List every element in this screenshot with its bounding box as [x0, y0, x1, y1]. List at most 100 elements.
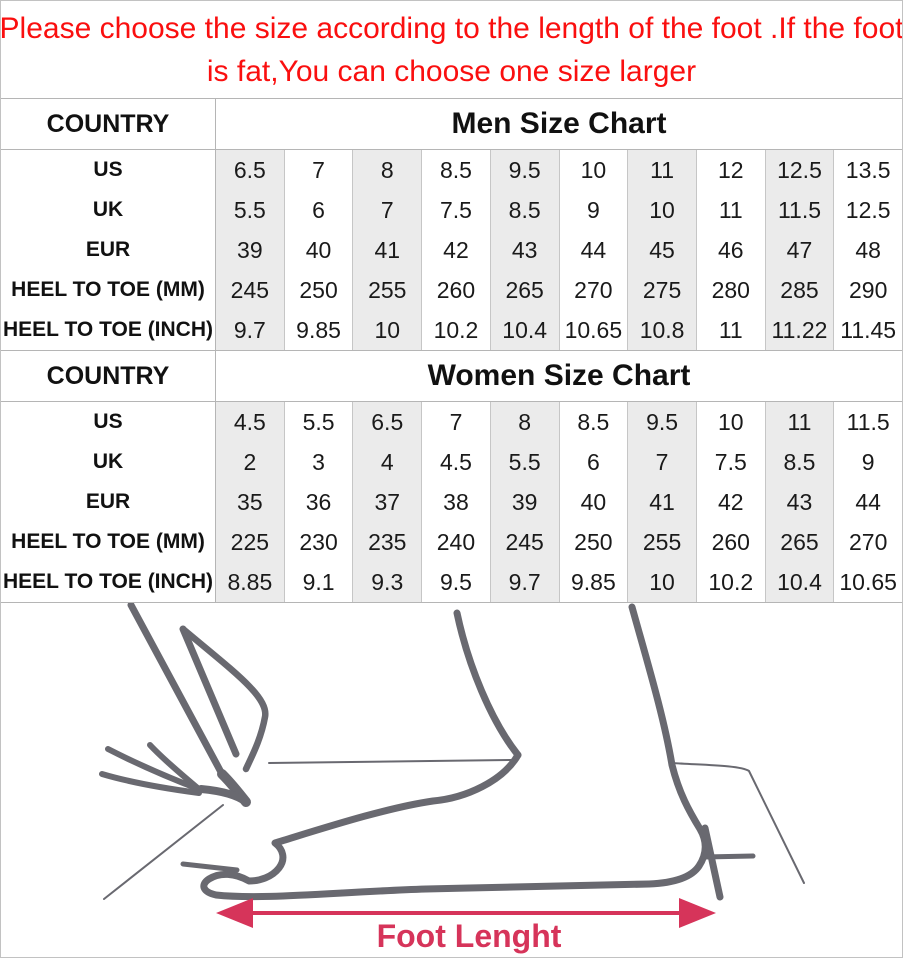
row-label: US	[1, 150, 216, 190]
size-cell: 8	[353, 150, 423, 190]
size-cell: 3	[285, 442, 354, 482]
size-cell: 9.85	[285, 310, 354, 350]
table-row: HEEL TO TOE (MM) 245 250 255 260 265 270 275 280…	[1, 270, 902, 310]
table-body: US 4.5 5.5 6.5 7 8 8.5 9.5 10 11 11.5 UK 2 3 4 4.5 5.5 6 7…	[1, 401, 902, 602]
notice-line-2: is fat,You can choose one size larger	[206, 54, 697, 88]
size-cell: 37	[353, 482, 423, 522]
country-header-cell: COUNTRY	[1, 99, 216, 149]
foot-sketch	[180, 603, 805, 901]
size-cell: 2	[216, 442, 285, 482]
size-cell: 11.22	[765, 310, 835, 350]
size-cell: 255	[628, 522, 697, 562]
size-cell: 11.5	[846, 408, 890, 435]
size-cell: 9.85	[560, 562, 629, 602]
size-cell: 255	[353, 270, 423, 310]
row-label: UK	[1, 190, 216, 230]
size-cell: 6	[285, 190, 354, 230]
size-cell: 260	[697, 522, 766, 562]
row-label: UK	[1, 442, 216, 482]
size-cell: 43	[490, 230, 560, 270]
size-cell: 270	[848, 528, 888, 555]
row-label: HEEL TO TOE (INCH)	[1, 562, 216, 602]
table-header-row: COUNTRY Women Size Chart	[1, 351, 902, 401]
size-cell: 5.5	[490, 442, 560, 482]
size-cell: 6	[560, 442, 629, 482]
size-cell: 9.7	[216, 310, 285, 350]
size-cell: 7.5	[697, 442, 766, 482]
size-cell: 9.7	[490, 562, 560, 602]
size-cell: 280	[697, 270, 766, 310]
size-cell: 245	[490, 522, 560, 562]
size-cell: 38	[422, 482, 491, 522]
size-cell: 4	[353, 442, 423, 482]
size-cell: 10.4	[765, 562, 835, 602]
size-cell: 35	[216, 482, 285, 522]
row-label: HEEL TO TOE (MM)	[1, 270, 216, 310]
size-cell: 6.5	[216, 150, 285, 190]
size-cell: 9.3	[353, 562, 423, 602]
size-cell: 9.5	[490, 150, 560, 190]
hand-pencil-sketch	[99, 603, 269, 900]
arrowhead-right-icon	[679, 898, 716, 928]
figure-caption: Foot Lenght	[377, 918, 562, 954]
size-cell: 39	[490, 482, 560, 522]
size-cell: 10	[628, 190, 697, 230]
row-label: US	[1, 402, 216, 442]
size-cell: 12.5	[765, 150, 835, 190]
size-cell: 11	[697, 190, 766, 230]
size-cell: 8.5	[560, 402, 629, 442]
size-cell: 8.5	[490, 190, 560, 230]
row-label: HEEL TO TOE (MM)	[1, 522, 216, 562]
size-cell: 6.5	[353, 402, 423, 442]
table-header-row: COUNTRY Men Size Chart	[1, 99, 902, 149]
table-row: HEEL TO TOE (INCH) 9.7 9.85 10 10.2 10.4 10.65…	[1, 310, 902, 350]
size-cell: 275	[628, 270, 697, 310]
size-cell: 10.4	[490, 310, 560, 350]
size-cell: 40	[285, 230, 354, 270]
size-cell: 9	[560, 190, 629, 230]
size-cell: 7	[422, 402, 491, 442]
size-cell: 44	[560, 230, 629, 270]
table-row: HEEL TO TOE (MM) 225 230 235 240 245 250 255 260…	[1, 522, 902, 562]
size-cell: 12.5	[845, 196, 891, 223]
size-cell: 10.2	[697, 562, 766, 602]
size-cell: 8.85	[216, 562, 285, 602]
foot-length-arrow	[216, 898, 716, 928]
size-cell: 9	[861, 448, 875, 475]
table-row: EUR 35 36 37 38 39 40 41 42 43 44	[1, 482, 902, 522]
size-cell: 10.65	[560, 310, 629, 350]
size-cell: 11.5	[765, 190, 835, 230]
size-cell: 7	[628, 442, 697, 482]
size-cell: 39	[216, 230, 285, 270]
table-title: Men Size Chart	[451, 107, 667, 140]
size-cell: 10	[560, 150, 629, 190]
size-cell: 8.5	[765, 442, 835, 482]
size-cell: 41	[628, 482, 697, 522]
size-cell: 285	[765, 270, 835, 310]
arrowhead-left-icon	[216, 898, 253, 928]
size-cell: 225	[216, 522, 285, 562]
size-cell: 4.5	[216, 402, 285, 442]
size-cell: 10	[697, 402, 766, 442]
table-row: UK 2 3 4 4.5 5.5 6 7 7.5 8.5 9	[1, 442, 902, 482]
size-cell: 12	[697, 150, 766, 190]
row-label: HEEL TO TOE (INCH)	[1, 310, 216, 350]
size-cell: 290	[848, 276, 888, 303]
size-cell: 4.5	[422, 442, 491, 482]
size-cell: 250	[560, 522, 629, 562]
size-cell: 235	[353, 522, 423, 562]
size-cell: 11	[765, 402, 835, 442]
size-cell: 10	[628, 562, 697, 602]
size-cell: 7	[285, 150, 354, 190]
size-cell: 8.5	[422, 150, 491, 190]
size-cell: 13.5	[845, 156, 891, 183]
size-cell: 9.5	[628, 402, 697, 442]
table-row: UK 5.5 6 7 7.5 8.5 9 10 11 11.5 12.5	[1, 190, 902, 230]
size-cell: 7	[353, 190, 423, 230]
men-size-table: COUNTRY Men Size Chart US 6.5 7 8 8.5 9.5 10 11 12…	[1, 98, 902, 350]
table-row: US 4.5 5.5 6.5 7 8 8.5 9.5 10 11 11.5	[1, 402, 902, 442]
size-cell: 10.2	[422, 310, 491, 350]
table-row: EUR 39 40 41 42 43 44 45 46 47 48	[1, 230, 902, 270]
foot-measurement-figure: Foot Lenght	[1, 602, 902, 957]
size-cell: 10.8	[628, 310, 697, 350]
